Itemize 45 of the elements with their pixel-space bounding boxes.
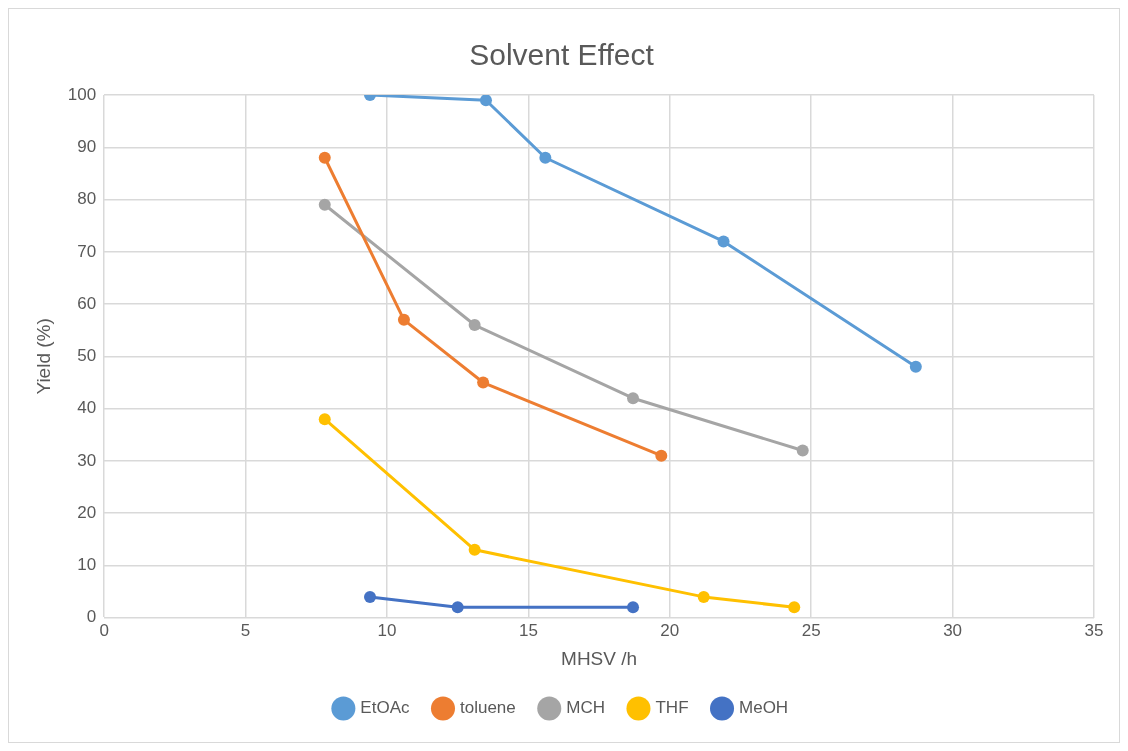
y-tick-label: 10 [77, 555, 97, 575]
point [479, 95, 492, 107]
point [627, 392, 640, 405]
legend-label: toluene [459, 698, 516, 718]
point [468, 543, 481, 556]
y-tick-label: 40 [77, 398, 97, 418]
x-axis-title: MHSV /h [561, 647, 638, 669]
x-tick-label: 20 [660, 620, 680, 640]
y-tick-label: 100 [67, 84, 97, 104]
point [539, 151, 552, 164]
point [318, 413, 331, 426]
point [788, 601, 801, 614]
y-tick-label: 90 [77, 136, 97, 156]
point [697, 590, 710, 603]
y-tick-label: 50 [77, 346, 97, 366]
point [397, 313, 410, 326]
x-tick-label: 10 [377, 620, 397, 640]
point [796, 444, 809, 457]
point [717, 235, 730, 248]
x-tick-label: 30 [943, 620, 963, 640]
y-tick-label: 60 [77, 293, 97, 313]
legend-label: EtOAc [360, 698, 410, 718]
y-axis-title: Yield (%) [32, 318, 54, 395]
y-tick-label: 30 [77, 450, 97, 470]
legend-label: THF [655, 698, 689, 718]
x-tick-label: 5 [240, 620, 251, 640]
point [318, 198, 331, 211]
point [364, 590, 377, 603]
point [318, 151, 331, 164]
y-tick-label: 20 [77, 502, 97, 522]
point [477, 376, 490, 389]
point [451, 601, 464, 614]
point [468, 319, 481, 332]
chart-title: Solvent Effect [469, 38, 655, 72]
y-tick-label: 0 [86, 607, 97, 627]
legend-label: MCH [566, 698, 605, 718]
legend-label: MeOH [739, 698, 789, 718]
y-tick-label: 70 [77, 241, 97, 261]
point [655, 449, 668, 462]
point [627, 601, 640, 614]
x-tick-label: 25 [801, 620, 821, 640]
point [909, 360, 922, 373]
x-tick-label: 15 [518, 620, 538, 640]
x-tick-label: 35 [1084, 620, 1104, 640]
y-tick-label: 80 [77, 189, 97, 209]
